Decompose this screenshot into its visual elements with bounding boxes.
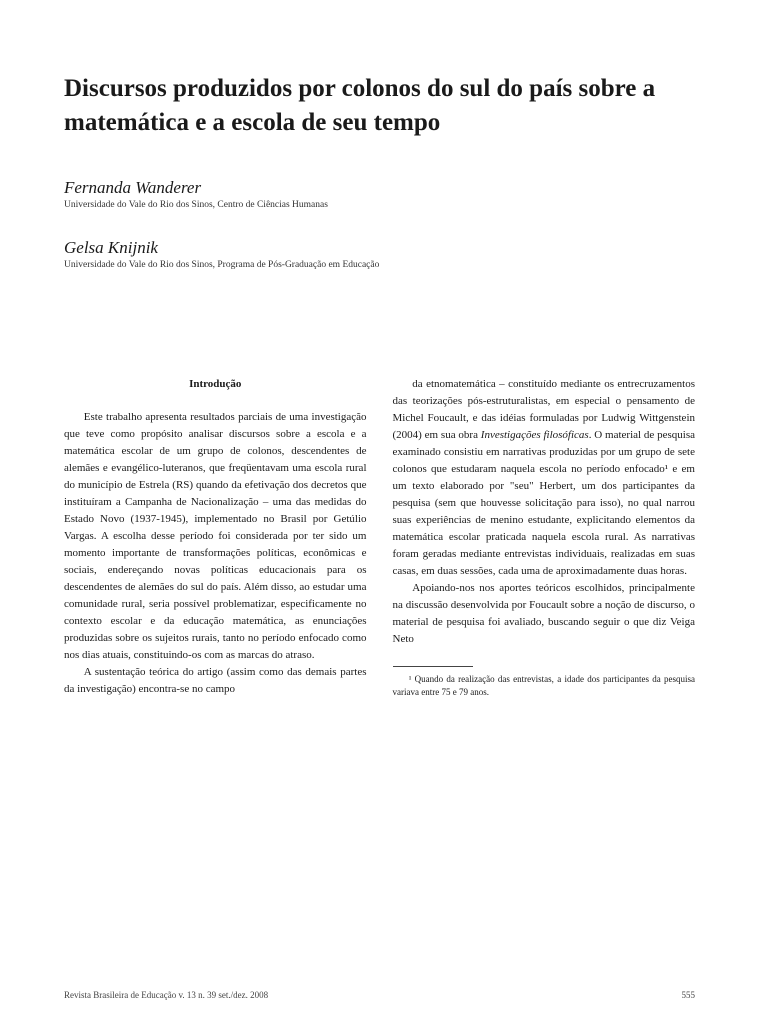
text-run: . O material de pesquisa examinado consi… [393,429,696,577]
column-right: da etnomatemática – constituído mediante… [393,376,696,699]
italic-title: Investigações filosóficas [481,429,589,441]
footer-page-number: 555 [682,990,696,1000]
paragraph: A sustentação teórica do artigo (assim c… [64,664,367,698]
body-columns: Introdução Este trabalho apresenta resul… [64,376,695,699]
footnote: ¹ Quando da realização das entrevistas, … [393,673,696,698]
section-heading: Introdução [64,376,367,393]
paragraph: Apoiando-nos nos aportes teóricos escolh… [393,580,696,648]
author-name: Gelsa Knijnik [64,238,695,258]
article-title: Discursos produzidos por colonos do sul … [64,72,695,140]
column-left: Introdução Este trabalho apresenta resul… [64,376,367,699]
author-affiliation: Universidade do Vale do Rio dos Sinos, P… [64,260,695,270]
author-name: Fernanda Wanderer [64,178,695,198]
footnote-rule [393,666,473,667]
page-footer: Revista Brasileira de Educação v. 13 n. … [64,990,695,1000]
paragraph: da etnomatemática – constituído mediante… [393,376,696,581]
footer-journal-info: Revista Brasileira de Educação v. 13 n. … [64,990,268,1000]
author-block-1: Fernanda Wanderer Universidade do Vale d… [64,178,695,210]
author-affiliation: Universidade do Vale do Rio dos Sinos, C… [64,200,695,210]
paragraph: Este trabalho apresenta resultados parci… [64,409,367,665]
author-block-2: Gelsa Knijnik Universidade do Vale do Ri… [64,238,695,270]
